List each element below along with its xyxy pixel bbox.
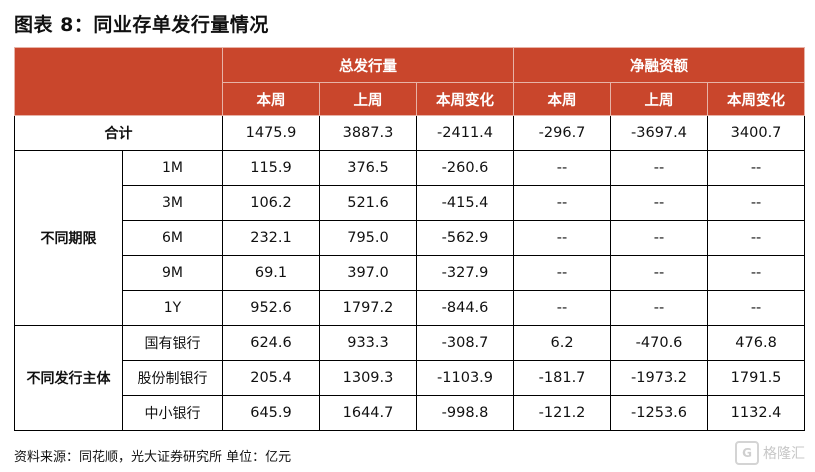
header-this-week: 本周 [513, 82, 612, 116]
table-cell: -415.4 [415, 185, 515, 221]
table-cell: -- [610, 185, 709, 221]
row-label: 1Y [122, 290, 223, 326]
watermark-logo-icon: G [735, 441, 759, 465]
header-this-week: 本周 [222, 82, 320, 116]
table-cell: -562.9 [415, 220, 515, 256]
table-cell: 933.3 [319, 325, 417, 361]
table-row-total: 合计 1475.9 3887.3 -2411.4 -296.7 -3697.4 … [14, 115, 806, 151]
header-total-issuance: 总发行量 [221, 47, 515, 83]
table-cell: -1253.6 [610, 395, 709, 431]
table-cell: -844.6 [415, 290, 515, 326]
table-cell: -- [513, 185, 612, 221]
group-label-term: 不同期限 [14, 150, 123, 326]
row-label: 9M [122, 255, 223, 291]
table-cell: 521.6 [319, 185, 417, 221]
row-label-total: 合计 [14, 115, 223, 151]
table-cell: -998.8 [415, 395, 515, 431]
row-label: 1M [122, 150, 223, 186]
table-cell: -260.6 [415, 150, 515, 186]
table-cell: 795.0 [319, 220, 417, 256]
table-cell: -- [513, 150, 612, 186]
table-cell: 645.9 [222, 395, 320, 431]
row-label: 股份制银行 [122, 360, 223, 396]
watermark-text: 格隆汇 [763, 446, 805, 462]
row-label: 3M [122, 185, 223, 221]
row-label: 国有银行 [122, 325, 223, 361]
table-row: 中小银行 645.9 1644.7 -998.8 -121.2 -1253.6 … [15, 395, 806, 431]
group-label-issuer: 不同发行主体 [14, 325, 123, 431]
table-cell: 476.8 [707, 325, 806, 361]
table-cell: 3400.7 [707, 115, 806, 151]
table-cell: -121.2 [513, 395, 612, 431]
table-cell: 69.1 [222, 255, 320, 291]
table-row: 股份制银行 205.4 1309.3 -1103.9 -181.7 -1973.… [15, 360, 806, 396]
header-weekly-change: 本周变化 [707, 82, 806, 116]
table-cell: -- [707, 220, 806, 256]
table-row: 不同发行主体 国有银行 624.6 933.3 -308.7 6.2 -470.… [14, 325, 806, 431]
table-cell: -- [707, 255, 806, 291]
table-cell: -308.7 [415, 325, 515, 361]
row-label: 中小银行 [122, 395, 223, 431]
table-cell: -1103.9 [415, 360, 515, 396]
table-cell: -- [513, 290, 612, 326]
table-cell: 397.0 [319, 255, 417, 291]
table-cell: -3697.4 [610, 115, 709, 151]
table-row: 9M 69.1 397.0 -327.9 -- -- -- [15, 255, 806, 291]
table-cell: -296.7 [513, 115, 612, 151]
table-cell: -2411.4 [415, 115, 515, 151]
table-cell: -- [707, 150, 806, 186]
table-cell: -1973.2 [610, 360, 709, 396]
table-cell: 1132.4 [707, 395, 806, 431]
table-row: 不同期限 1M 115.9 376.5 -260.6 -- -- -- [14, 150, 806, 326]
table-cell: 3887.3 [319, 115, 417, 151]
table-cell: 1309.3 [319, 360, 417, 396]
table-cell: 106.2 [222, 185, 320, 221]
table-cell: 1797.2 [319, 290, 417, 326]
header-weekly-change: 本周变化 [415, 82, 515, 116]
table-row: 3M 106.2 521.6 -415.4 -- -- -- [15, 185, 806, 221]
figure-title: 图表 8：同业存单发行量情况 [14, 14, 269, 36]
table-cell: -- [707, 185, 806, 221]
table-cell: 1644.7 [319, 395, 417, 431]
table-cell: -- [610, 150, 709, 186]
cd-issuance-table: 总发行量 净融资额 本周 上周 本周变化 本周 上周 本周变化 合计 1475.… [14, 47, 806, 431]
source-note: 资料来源：同花顺，光大证券研究所 单位：亿元 [14, 450, 292, 465]
watermark: G 格隆汇 [735, 441, 805, 465]
table-cell: -181.7 [513, 360, 612, 396]
table-cell: 232.1 [222, 220, 320, 256]
row-label: 6M [122, 220, 223, 256]
table-row: 6M 232.1 795.0 -562.9 -- -- -- [15, 220, 806, 256]
table-cell: -- [707, 290, 806, 326]
header-last-week: 上周 [610, 82, 709, 116]
table-cell: -- [610, 255, 709, 291]
table-cell: 6.2 [513, 325, 612, 361]
table-cell: 1475.9 [222, 115, 320, 151]
table-cell: 115.9 [222, 150, 320, 186]
table-cell: -327.9 [415, 255, 515, 291]
table-cell: -- [610, 220, 709, 256]
table-cell: 1791.5 [707, 360, 806, 396]
table-cell: -470.6 [610, 325, 709, 361]
table-row: 1Y 952.6 1797.2 -844.6 -- -- -- [15, 290, 806, 326]
table-cell: -- [513, 255, 612, 291]
table-cell: 205.4 [222, 360, 320, 396]
header-corner [14, 47, 223, 116]
table-cell: -- [513, 220, 612, 256]
table-cell: -- [610, 290, 709, 326]
header-last-week: 上周 [319, 82, 417, 116]
table-cell: 376.5 [319, 150, 417, 186]
header-net-financing: 净融资额 [513, 47, 806, 83]
table-cell: 952.6 [222, 290, 320, 326]
table-cell: 624.6 [222, 325, 320, 361]
